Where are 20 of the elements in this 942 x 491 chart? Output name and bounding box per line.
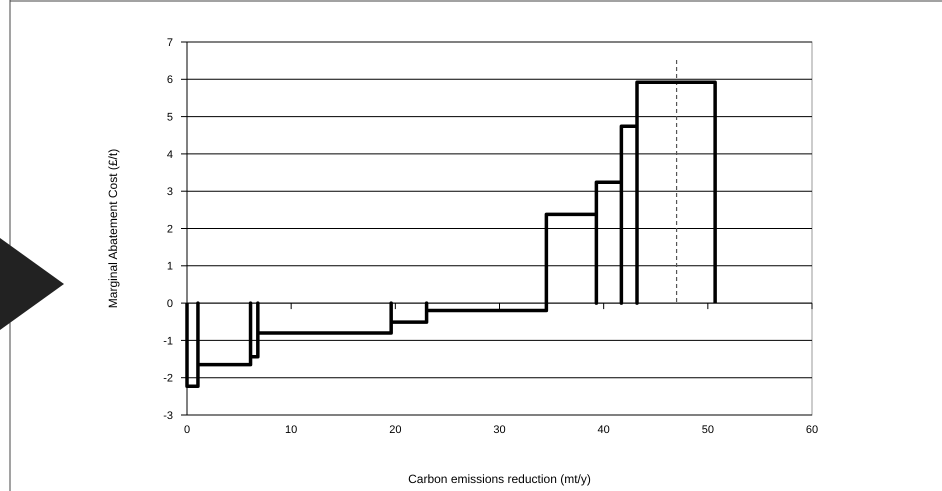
- y-tick-label: 3: [166, 186, 173, 198]
- y-tick-label: -3: [163, 410, 173, 422]
- x-tick-label: 0: [184, 424, 190, 436]
- y-tick-label: -1: [163, 335, 173, 348]
- x-tick-label: 30: [493, 424, 506, 436]
- x-tick-label: 10: [285, 424, 298, 436]
- y-tick-label: 1: [166, 260, 173, 273]
- y-tick-label: -2: [163, 372, 173, 385]
- y-tick-label: 7: [166, 36, 173, 49]
- x-tick-label: 40: [598, 424, 610, 436]
- x-axis-title: Carbon emissions reduction (mt/y): [408, 472, 591, 486]
- x-tick-label: 50: [702, 424, 714, 436]
- y-tick-label: 0: [166, 298, 173, 310]
- y-axis-title: Marginal Abatement Cost (£/t): [106, 148, 120, 308]
- y-tick-label: 4: [166, 148, 173, 161]
- y-tick-label: 6: [166, 74, 173, 86]
- y-tick-label: 2: [166, 223, 173, 236]
- x-tick-label: 60: [806, 424, 818, 436]
- y-tick-label: 5: [166, 111, 173, 124]
- x-tick-label: 20: [389, 424, 402, 436]
